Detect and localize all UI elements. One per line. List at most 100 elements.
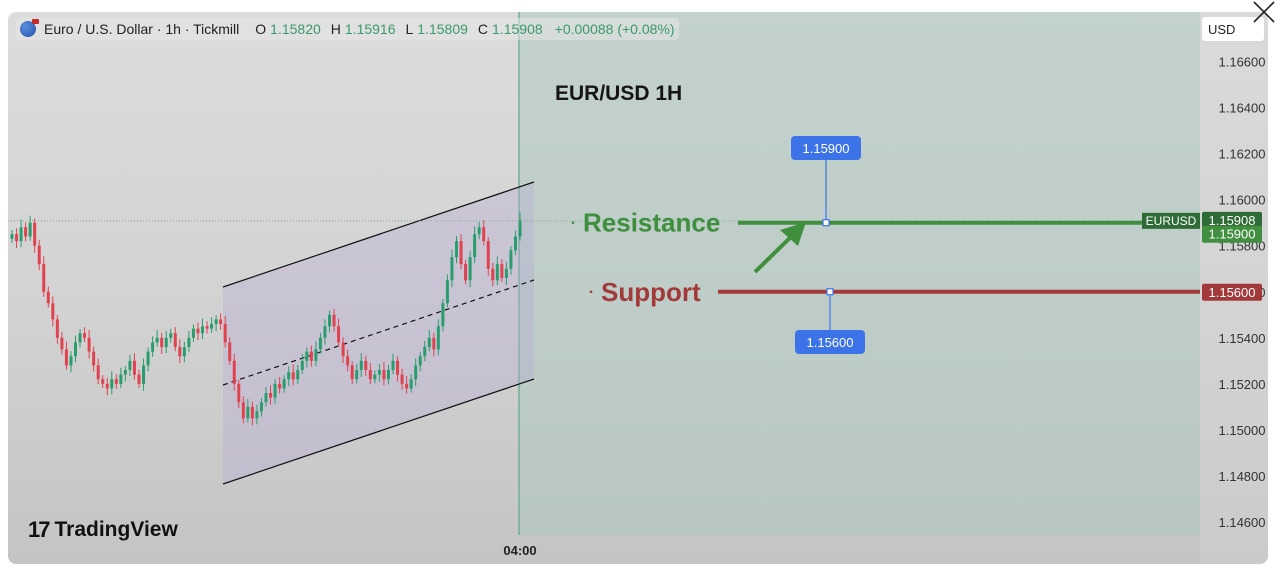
candle [486,236,490,276]
candle [464,259,468,285]
open-value: 1.15820 [270,21,321,37]
chart-frame: EUR/USD 1H 04:00 1.16600 1.16400 1.16200 1.… [8,12,1268,564]
svg-text:1.15908: 1.15908 [1209,213,1256,228]
close-value: 1.15908 [492,21,543,37]
last-price-label: 1.15908 [1202,211,1262,229]
candle [64,341,68,370]
candle [382,362,386,386]
candle [309,345,313,367]
candle [468,251,472,288]
candle [355,364,359,384]
candle [337,318,341,347]
resistance-price-label: 1.15900 [1202,225,1262,243]
svg-text:EURUSD: EURUSD [1146,214,1197,228]
candle [214,315,218,331]
candle [142,358,146,391]
y-tick-label: 1.15200 [1219,377,1266,392]
open-label: O [255,21,267,37]
candle [332,308,336,332]
candle [259,398,263,417]
candle [223,316,227,348]
candle [191,324,195,342]
candle [341,337,345,364]
candle [119,367,123,388]
candle [182,341,186,363]
candle [441,299,445,332]
channel-mid-line[interactable] [222,279,535,386]
y-tick-label: 1.16400 [1219,101,1266,116]
candle [69,351,73,373]
candle [386,364,390,385]
candle [269,385,273,405]
candle [137,369,141,388]
candle [287,366,291,387]
candle [396,356,400,382]
candle [500,259,504,283]
symbol-name[interactable]: Euro / U.S. Dollar · 1h · Tickmill [44,21,240,37]
candle [328,310,331,333]
y-tick-label: 1.14600 [1219,515,1266,530]
y-tick-label: 1.15000 [1219,423,1266,438]
y-tick-label: 1.14800 [1219,469,1266,484]
candle [405,376,409,394]
candle [359,352,363,377]
candle [255,404,259,425]
candle [246,399,250,423]
candle [504,261,508,285]
candle [42,256,46,297]
channel-upper-line[interactable] [222,181,535,288]
candle [110,371,114,395]
candle [173,327,177,352]
candle [164,330,168,353]
candle [87,329,91,359]
svg-text:1.15900: 1.15900 [803,141,850,156]
tradingview-mark-icon: 17 [28,517,51,542]
candle [509,246,513,275]
candle [391,353,395,375]
candle [400,368,404,390]
candle [495,256,499,286]
support-price-label: 1.15600 [1202,283,1262,301]
candle [241,396,245,424]
candle [219,313,223,330]
resistance-callout[interactable]: 1.15900 [791,136,861,160]
candle [228,337,232,365]
high-value: 1.15916 [344,21,396,37]
candle [482,220,486,246]
candle [368,363,372,385]
candle [445,274,449,308]
support-callout[interactable]: 1.15600 [795,330,865,354]
candle [60,331,64,355]
chart-canvas[interactable]: EUR/USD 1H 04:00 1.16600 1.16400 1.16200 1.… [8,12,1268,564]
channel-lower-line[interactable] [222,378,535,485]
candle [19,219,23,248]
candle [409,374,413,393]
candle [300,353,304,375]
change-value: +0.00088 (+0.08%) [554,21,675,37]
eurusd-flag-icon [20,19,39,37]
candle [92,346,96,372]
close-icon[interactable] [1250,0,1278,26]
candle [96,358,100,385]
candle [123,365,127,382]
symbol-legend[interactable]: Euro / U.S. Dollar · 1h · Tickmill O 1.15… [16,18,679,40]
candle [473,226,477,264]
candle [432,332,436,357]
candle [264,387,268,407]
candle [455,236,458,264]
candle [155,329,159,347]
future-area [519,12,1200,535]
candle [373,370,377,384]
candle [114,374,118,389]
candle [282,375,286,393]
candle [318,332,322,354]
svg-text:1.15900: 1.15900 [1209,227,1256,242]
candle [146,347,150,372]
candle [291,364,295,386]
candle [436,319,440,356]
candle [273,378,277,404]
currency-selector[interactable]: USD [1202,17,1264,41]
chart-title: EUR/USD 1H [555,82,682,105]
candle [450,249,454,288]
candle [323,319,327,345]
